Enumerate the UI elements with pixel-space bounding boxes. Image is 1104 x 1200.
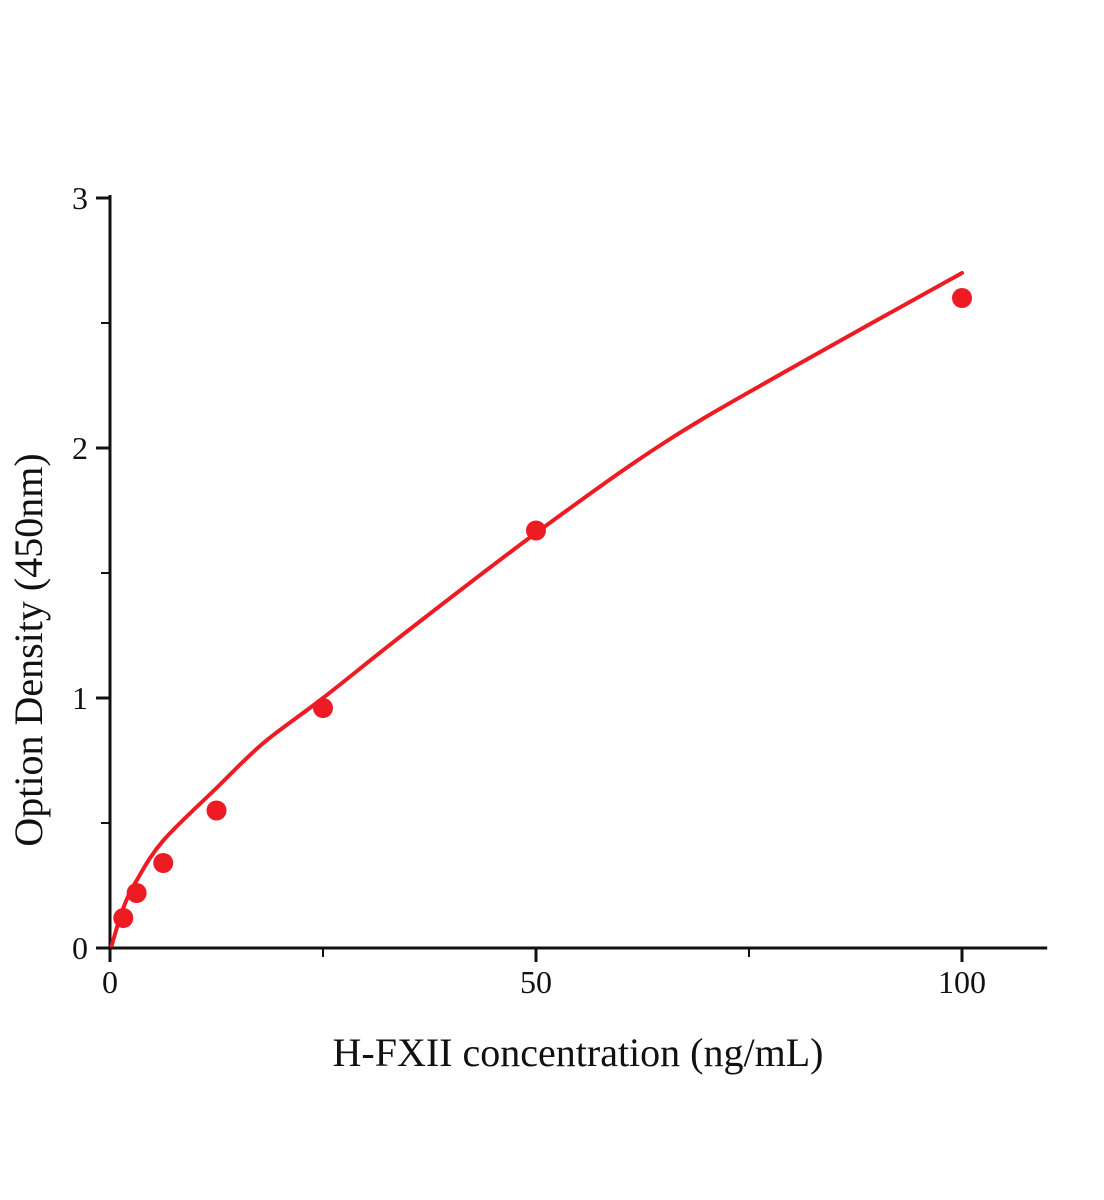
x-tick-label: 100 — [938, 964, 986, 1000]
x-tick-label: 50 — [520, 964, 552, 1000]
data-point — [126, 883, 147, 903]
axes — [108, 195, 1048, 950]
y-tick-label: 1 — [72, 680, 88, 716]
data-point — [313, 698, 333, 718]
data-point — [526, 520, 546, 541]
fit-curve — [109, 271, 964, 948]
y-tick-label: 3 — [72, 180, 88, 216]
y-tick-label: 2 — [72, 430, 88, 466]
x-tick-label: 0 — [102, 964, 118, 1000]
data-point — [206, 800, 227, 821]
y-axis-label: Option Density (450nm) — [6, 453, 51, 846]
x-axis-label: H-FXII concentration (ng/mL) — [333, 1030, 824, 1075]
data-point — [113, 908, 134, 928]
data-point — [153, 853, 174, 873]
y-tick-label: 0 — [72, 930, 88, 966]
tick-labels: 0 50 100 0 1 2 3 — [72, 180, 986, 1000]
data-point — [952, 288, 972, 308]
data-points — [113, 288, 972, 928]
axis-ticks — [96, 196, 964, 962]
